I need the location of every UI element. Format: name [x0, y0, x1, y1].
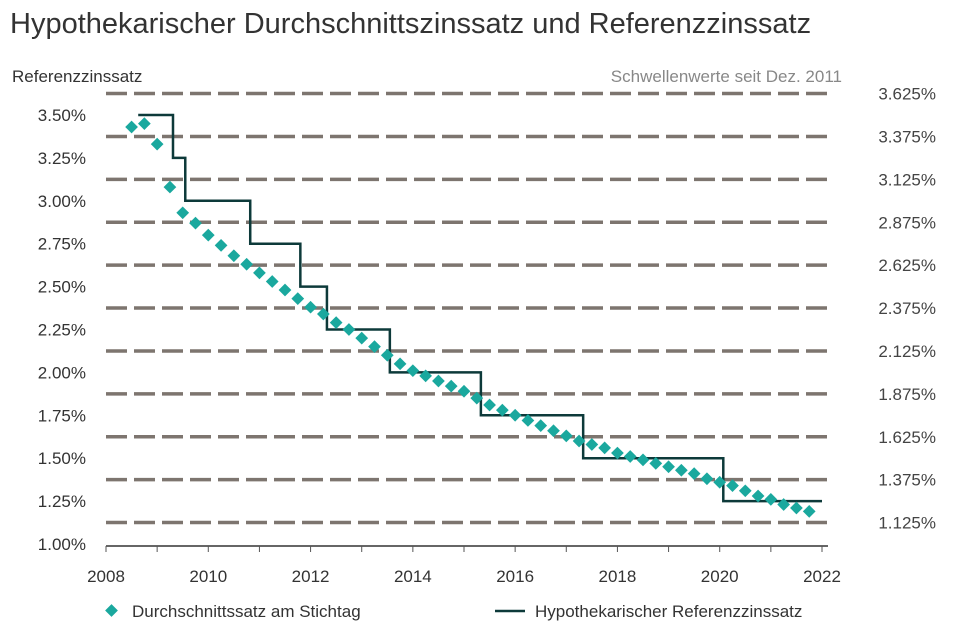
- average-rate-point: [291, 292, 305, 305]
- average-rate-point: [662, 460, 675, 474]
- x-tick-label: 2008: [87, 567, 125, 586]
- x-tick-label: 2010: [189, 567, 227, 586]
- threshold-label: 1.125%: [878, 514, 936, 533]
- average-rate-point: [636, 453, 650, 467]
- average-rate-point: [432, 374, 445, 388]
- reference-rate-step-line: [138, 113, 822, 503]
- average-rate-point: [227, 249, 241, 263]
- average-rate-point: [559, 429, 573, 443]
- average-rate-point: [598, 441, 612, 455]
- average-rate-point: [355, 331, 369, 345]
- legend-label-average: Durchschnittssatz am Stichtag: [132, 602, 361, 621]
- average-rate-point: [137, 117, 151, 130]
- average-rate-point: [419, 369, 433, 383]
- average-rate-point: [470, 391, 484, 405]
- average-rate-point: [150, 137, 164, 151]
- average-rate-point: [802, 505, 816, 518]
- threshold-label: 3.375%: [878, 127, 936, 146]
- chart-title: Hypothekarischer Durchschnittszinssatz u…: [10, 8, 811, 40]
- average-rate-point: [240, 257, 254, 271]
- threshold-label: 1.625%: [878, 428, 936, 447]
- threshold-label: 3.625%: [878, 85, 936, 104]
- average-rate-point: [278, 283, 292, 297]
- average-rate-point: [304, 300, 317, 314]
- average-rate-point: [623, 450, 637, 463]
- threshold-label: 2.125%: [878, 342, 936, 361]
- average-rate-point: [674, 463, 688, 477]
- average-rate-point: [329, 316, 343, 329]
- average-rate-point: [342, 323, 356, 336]
- x-tick-label: 2020: [701, 567, 739, 586]
- average-rate-point: [176, 206, 190, 220]
- legend-label-reference: Hypothekarischer Referenzzinssatz: [535, 602, 802, 621]
- average-rate-point: [265, 275, 279, 288]
- x-tick-label: 2018: [599, 567, 637, 586]
- average-rate-point: [189, 216, 202, 230]
- legend: Durchschnittssatz am Stichtag Hypothekar…: [105, 602, 802, 621]
- right-axis-title: Schwellenwerte seit Dez. 2011: [611, 67, 842, 86]
- average-rate-point: [444, 379, 458, 393]
- average-rate-point: [380, 348, 394, 362]
- average-rate-point: [585, 438, 599, 451]
- average-rate-point: [534, 419, 548, 432]
- y-tick-label: 2.00%: [38, 363, 86, 382]
- threshold-label: 2.875%: [878, 213, 936, 232]
- average-rate-point: [316, 307, 330, 321]
- x-tick-label: 2016: [496, 567, 534, 586]
- y-tick-label: 1.25%: [38, 492, 86, 511]
- average-rate-point: [738, 484, 752, 498]
- x-tick-label: 2014: [394, 567, 432, 586]
- average-rate-point: [495, 403, 509, 417]
- y-axis-label: Referenzzinssatz: [12, 67, 142, 86]
- threshold-label: 1.375%: [878, 471, 936, 490]
- average-rate-point: [790, 501, 803, 515]
- y-tick-label: 2.75%: [38, 235, 86, 254]
- x-tick-label: 2022: [803, 567, 841, 586]
- threshold-label: 2.625%: [878, 256, 936, 275]
- y-tick-label: 1.75%: [38, 406, 86, 425]
- y-tick-label: 3.25%: [38, 149, 86, 168]
- average-rate-point: [125, 120, 138, 134]
- average-rate-point: [764, 493, 778, 506]
- legend-marker-diamond: [105, 604, 118, 617]
- threshold-label: 3.125%: [878, 170, 936, 189]
- average-rate-point: [163, 180, 177, 194]
- x-tick-label: 2012: [292, 567, 330, 586]
- average-rate-point: [393, 357, 407, 371]
- average-rate-point: [457, 384, 471, 398]
- average-rate-point: [483, 398, 496, 412]
- average-rate-point: [700, 472, 714, 486]
- average-rate-point: [201, 228, 215, 242]
- average-rate-point: [406, 364, 420, 378]
- average-rate-point: [214, 239, 228, 252]
- average-rate-point: [368, 340, 381, 354]
- threshold-label: 1.875%: [878, 385, 936, 404]
- y-tick-label: 1.50%: [38, 449, 86, 468]
- threshold-label: 2.375%: [878, 299, 936, 318]
- y-tick-label: 3.00%: [38, 192, 86, 211]
- y-tick-label: 2.50%: [38, 278, 86, 297]
- y-tick-label: 1.00%: [38, 535, 86, 554]
- y-tick-label: 3.50%: [38, 106, 86, 125]
- y-tick-label: 2.25%: [38, 321, 86, 340]
- average-rate-point: [253, 266, 266, 280]
- average-rate-point: [508, 408, 522, 422]
